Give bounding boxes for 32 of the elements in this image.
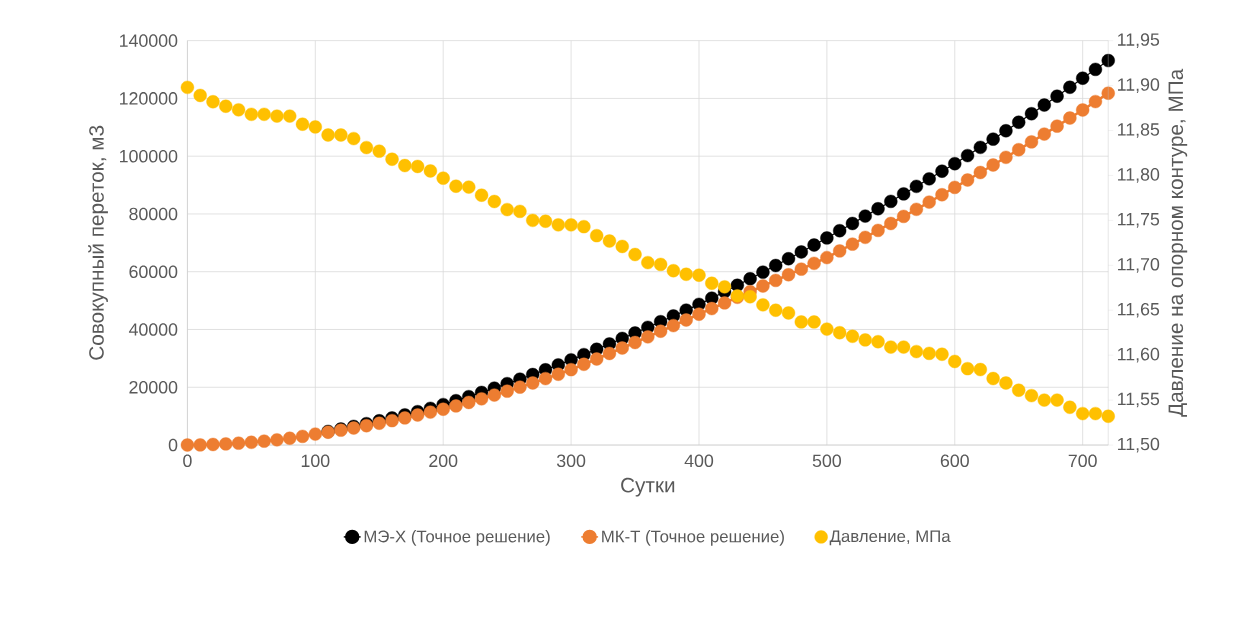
y2-tick-label: 11,50 — [1118, 437, 1160, 453]
x-tick-label: 300 — [556, 454, 586, 468]
y2-axis-title: Давление на опорном контуре, МПа — [1168, 69, 1188, 417]
x-tick-label: 0 — [183, 454, 192, 468]
x-axis-title: Сутки — [621, 478, 675, 497]
y2-tick-label: 11,85 — [1118, 123, 1160, 139]
y-tick-label: 140000 — [120, 34, 178, 48]
x-tick-label: 500 — [812, 454, 842, 468]
y-tick-label: 40000 — [128, 323, 178, 337]
legend-label: МЭ-Х (Точное решение) — [364, 530, 550, 546]
legend-label: Давление, МПа — [829, 530, 951, 546]
x-tick-label: 400 — [684, 454, 714, 468]
y-tick-label: 80000 — [129, 207, 178, 221]
y2-tick-label: 11,55 — [1118, 393, 1160, 408]
y2-tick-label: 11,90 — [1118, 78, 1160, 94]
y2-tick-label: 11,80 — [1118, 168, 1160, 184]
y-tick-label: 20000 — [129, 381, 178, 394]
y2-tick-label: 11,60 — [1118, 348, 1160, 363]
y-axis-title: Совокупный переток, м3 — [88, 126, 108, 360]
y2-tick-label: 11,95 — [1118, 33, 1160, 49]
x-tick-label: 600 — [940, 454, 969, 468]
x-tick-label: 700 — [1068, 454, 1097, 468]
legend-label: МК-Т (Точное решение) — [602, 530, 784, 546]
x-tick-label: 100 — [301, 454, 330, 468]
y-tick-label: 60000 — [129, 265, 178, 279]
y2-tick-label: 11,75 — [1118, 213, 1160, 228]
y-tick-label: 100000 — [120, 150, 178, 163]
y2-tick-label: 11,65 — [1118, 303, 1160, 318]
y-tick-label: 120000 — [120, 92, 178, 105]
x-tick-label: 200 — [429, 454, 458, 468]
y-tick-label: 0 — [168, 438, 178, 452]
y2-tick-label: 11,70 — [1118, 258, 1160, 273]
